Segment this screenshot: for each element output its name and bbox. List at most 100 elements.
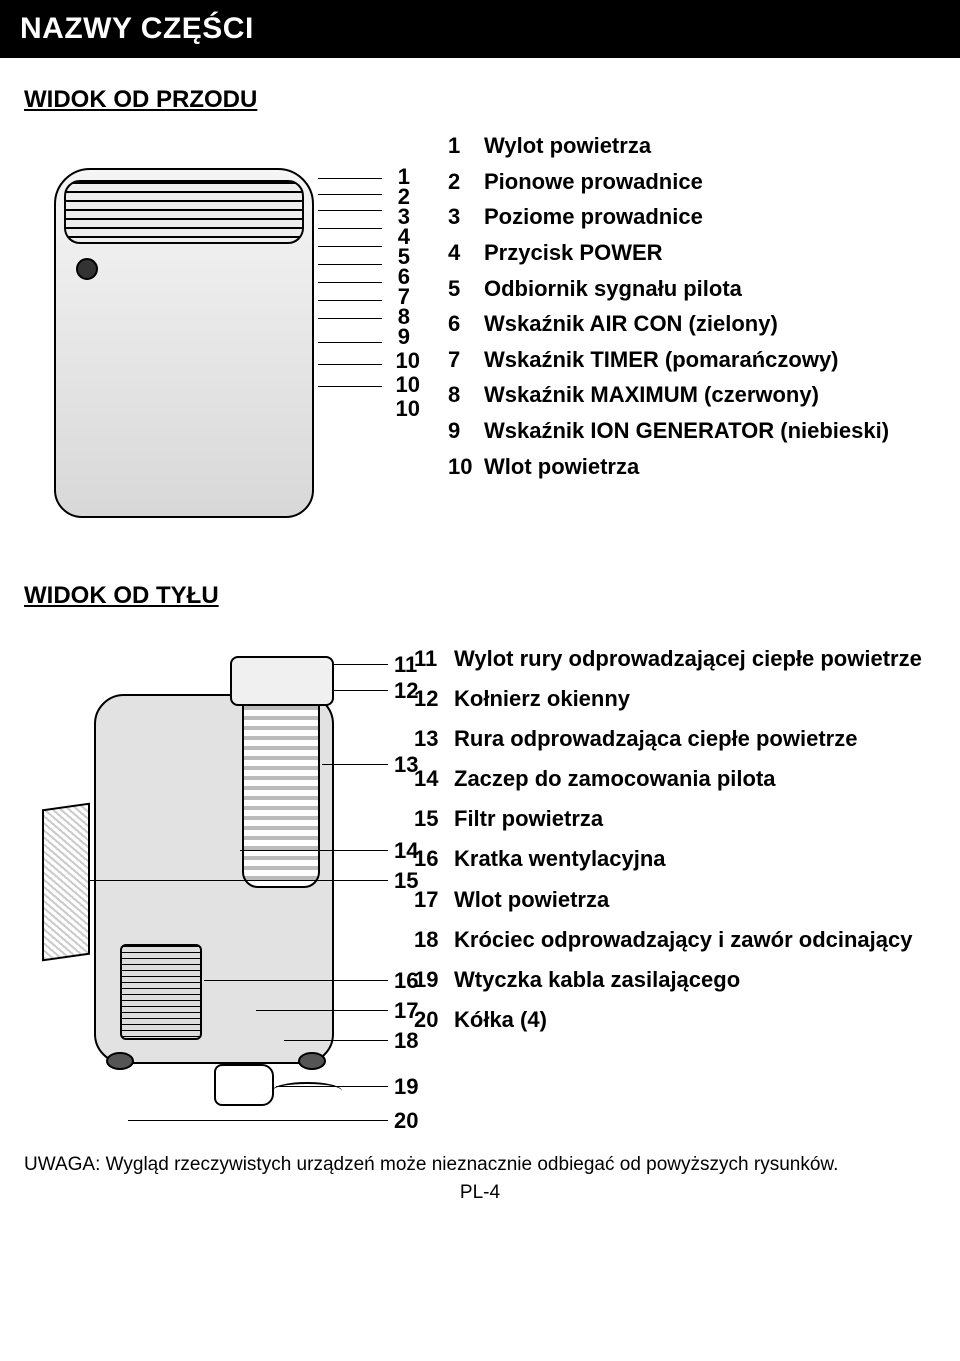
legend-num: 8 xyxy=(448,377,484,413)
legend-text: Wskaźnik TIMER (pomarańczowy) xyxy=(484,342,889,378)
callout-number: 15 xyxy=(394,868,418,894)
legend-num: 20 xyxy=(414,1003,454,1037)
callout-number: 19 xyxy=(394,1074,418,1100)
legend-text: Wylot powietrza xyxy=(484,128,889,164)
front-view-heading: WIDOK OD PRZODU xyxy=(24,86,960,114)
page-header: NAZWY CZĘŚCI xyxy=(0,0,960,58)
hose-shape xyxy=(242,688,320,888)
leader-line xyxy=(256,1010,388,1011)
callout-number: 9 xyxy=(398,324,410,350)
callout-number: 10 xyxy=(396,348,420,374)
legend-text: Odbiornik sygnału pilota xyxy=(484,271,889,307)
legend-row: 2Pionowe prowadnice xyxy=(448,164,889,200)
rear-view-section: 11 12 13 14 15 16 17 18 19 20 11Wylot ru… xyxy=(0,624,960,1144)
leader-line xyxy=(204,980,388,981)
legend-text: Przycisk POWER xyxy=(484,235,889,271)
leader-line xyxy=(318,194,382,195)
leader-line xyxy=(318,228,382,229)
legend-text: Wylot rury odprowadzającej ciepłe powiet… xyxy=(454,642,922,676)
legend-text: Króciec odprowadzający i zawór odcinając… xyxy=(454,923,922,957)
legend-num: 10 xyxy=(448,449,484,485)
leader-line xyxy=(128,1120,388,1121)
legend-num: 15 xyxy=(414,802,454,836)
wheel-shape xyxy=(298,1052,326,1070)
legend-num: 4 xyxy=(448,235,484,271)
legend-num: 12 xyxy=(414,682,454,716)
legend-text: Rura odprowadzająca ciepłe powietrze xyxy=(454,722,922,756)
vent-shape xyxy=(120,944,202,1040)
legend-row: 16Kratka wentylacyjna xyxy=(414,842,922,876)
legend-row: 11Wylot rury odprowadzającej ciepłe powi… xyxy=(414,642,922,676)
legend-row: 5Odbiornik sygnału pilota xyxy=(448,271,889,307)
header-title: NAZWY CZĘŚCI xyxy=(20,12,254,45)
legend-row: 19Wtyczka kabla zasilającego xyxy=(414,963,922,997)
callout-number: 12 xyxy=(394,678,418,704)
legend-num: 19 xyxy=(414,963,454,997)
rear-legend: 11Wylot rury odprowadzającej ciepłe powi… xyxy=(414,642,922,1043)
footnote: UWAGA: Wygląd rzeczywistych urządzeń moż… xyxy=(24,1154,936,1176)
callout-number: 17 xyxy=(394,998,418,1024)
legend-row: 6Wskaźnik AIR CON (zielony) xyxy=(448,306,889,342)
leader-line xyxy=(318,364,382,365)
legend-text: Kratka wentylacyjna xyxy=(454,842,922,876)
callout-number: 13 xyxy=(394,752,418,778)
legend-num: 3 xyxy=(448,199,484,235)
air-grille-shape xyxy=(64,180,304,244)
ion-badge-shape xyxy=(76,258,98,280)
legend-text: Wskaźnik ION GENERATOR (niebieski) xyxy=(484,413,889,449)
leader-line xyxy=(322,764,388,765)
wheel-shape xyxy=(106,1052,134,1070)
callout-number: 10 xyxy=(396,396,420,422)
front-diagram: 1 2 3 4 5 6 7 8 9 10 10 10 xyxy=(24,128,364,538)
legend-row: 20Kółka (4) xyxy=(414,1003,922,1037)
leader-line xyxy=(240,850,388,851)
leader-line xyxy=(318,342,382,343)
front-legend: 1Wylot powietrza 2Pionowe prowadnice 3Po… xyxy=(448,128,889,484)
legend-num: 7 xyxy=(448,342,484,378)
legend-num: 17 xyxy=(414,883,454,917)
legend-row: 8Wskaźnik MAXIMUM (czerwony) xyxy=(448,377,889,413)
leader-line xyxy=(318,178,382,179)
collar-shape xyxy=(230,656,334,706)
callout-number: 10 xyxy=(396,372,420,398)
legend-num: 1 xyxy=(448,128,484,164)
legend-row: 13Rura odprowadzająca ciepłe powietrze xyxy=(414,722,922,756)
leader-line xyxy=(284,1040,388,1041)
legend-row: 18Króciec odprowadzający i zawór odcinaj… xyxy=(414,923,922,957)
legend-text: Wlot powietrza xyxy=(484,449,889,485)
legend-num: 16 xyxy=(414,842,454,876)
cord-shape xyxy=(272,1082,342,1100)
leader-line xyxy=(318,246,382,247)
legend-text: Zaczep do zamocowania pilota xyxy=(454,762,922,796)
leader-line xyxy=(318,386,382,387)
legend-row: 9Wskaźnik ION GENERATOR (niebieski) xyxy=(448,413,889,449)
page-number: PL-4 xyxy=(0,1182,960,1204)
callout-number: 14 xyxy=(394,838,418,864)
legend-num: 2 xyxy=(448,164,484,200)
rear-view-heading: WIDOK OD TYŁU xyxy=(24,582,960,610)
leader-line xyxy=(334,690,388,691)
legend-num: 18 xyxy=(414,923,454,957)
legend-text: Kółka (4) xyxy=(454,1003,922,1037)
legend-text: Wtyczka kabla zasilającego xyxy=(454,963,922,997)
legend-num: 13 xyxy=(414,722,454,756)
legend-text: Kołnierz okienny xyxy=(454,682,922,716)
legend-num: 5 xyxy=(448,271,484,307)
leader-line xyxy=(318,318,382,319)
filter-shape xyxy=(42,803,90,962)
callout-number: 18 xyxy=(394,1028,418,1054)
rear-diagram: 11 12 13 14 15 16 17 18 19 20 xyxy=(24,624,404,1144)
leader-line xyxy=(90,880,388,881)
leader-line xyxy=(318,282,382,283)
plug-shape xyxy=(214,1064,274,1106)
legend-text: Wlot powietrza xyxy=(454,883,922,917)
callout-number: 16 xyxy=(394,968,418,994)
legend-text: Wskaźnik MAXIMUM (czerwony) xyxy=(484,377,889,413)
legend-num: 14 xyxy=(414,762,454,796)
legend-row: 3Poziome prowadnice xyxy=(448,199,889,235)
legend-num: 6 xyxy=(448,306,484,342)
leader-line xyxy=(318,210,382,211)
legend-row: 1Wylot powietrza xyxy=(448,128,889,164)
legend-num: 11 xyxy=(414,642,454,676)
callout-number: 20 xyxy=(394,1108,418,1134)
